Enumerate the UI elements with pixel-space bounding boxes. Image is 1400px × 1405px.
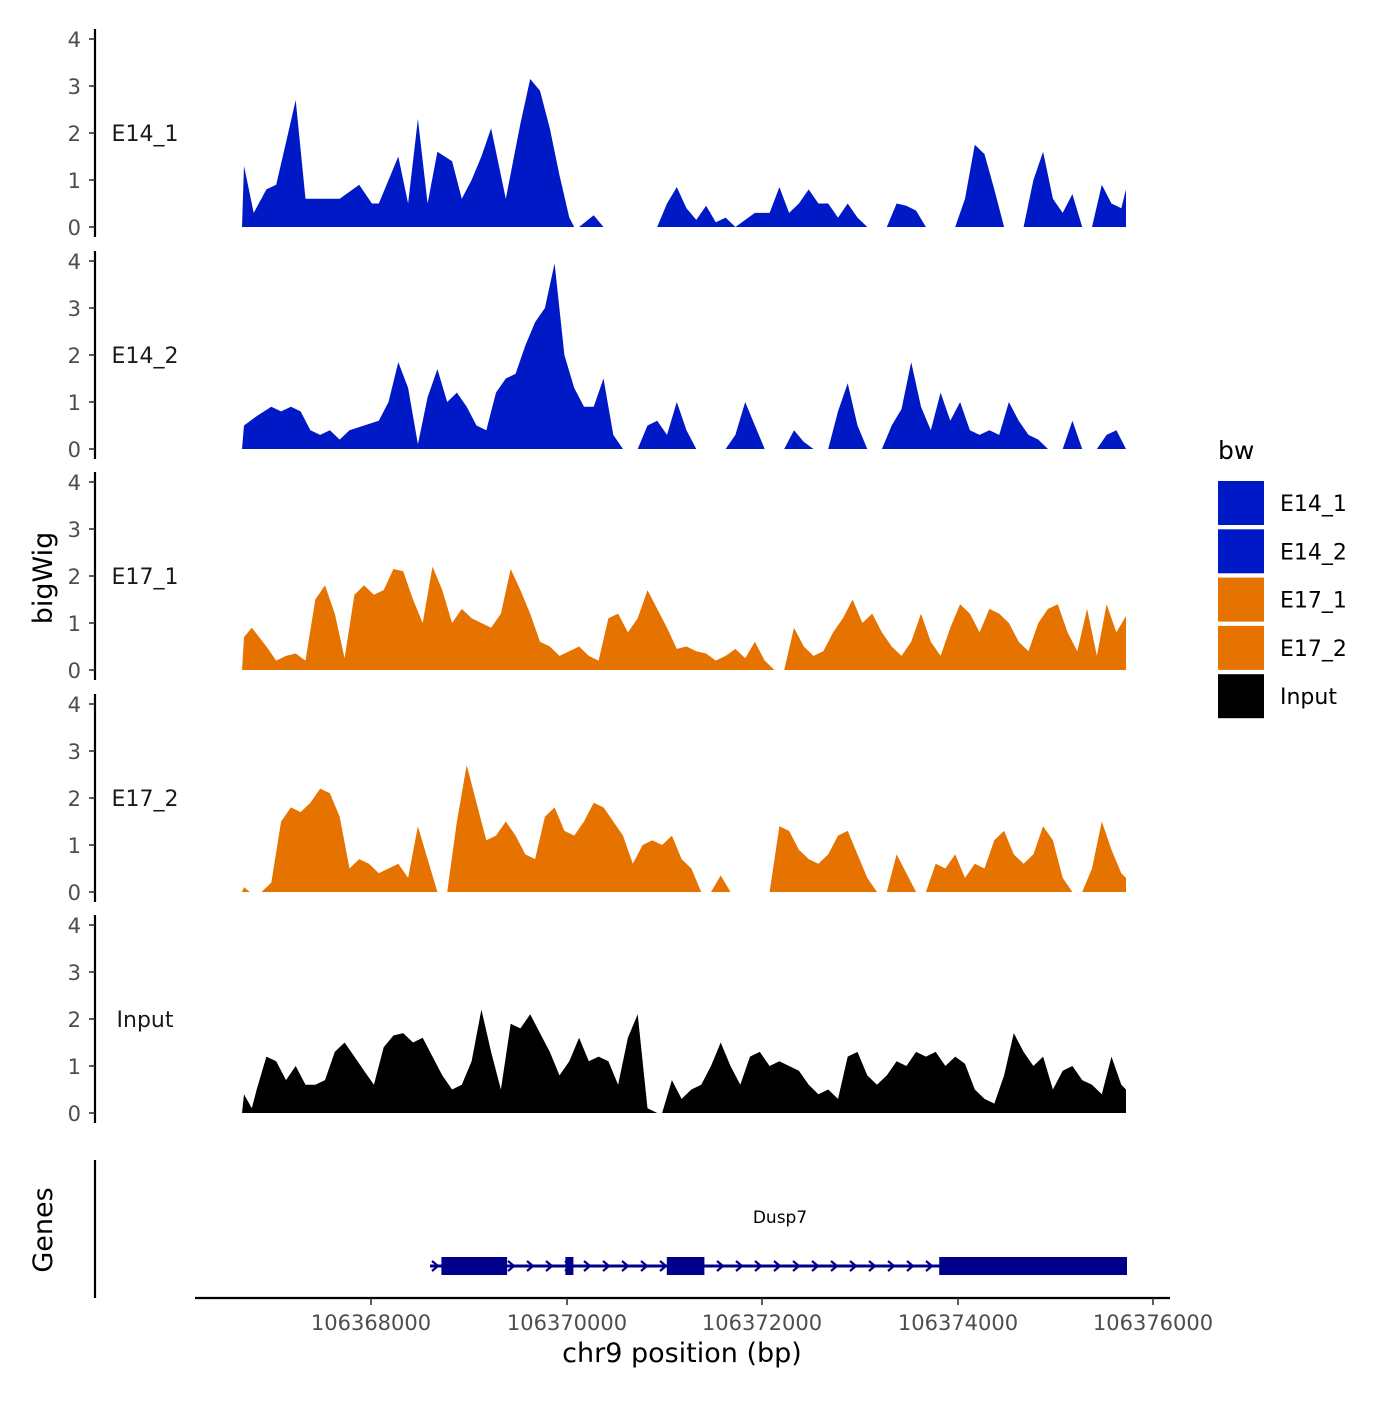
x-tick-label: 106370000 xyxy=(507,1311,627,1335)
y-tick-label: 2 xyxy=(68,787,81,811)
legend-label-E14_2: E14_2 xyxy=(1280,540,1347,565)
y-tick-label: 4 xyxy=(68,471,81,495)
genes-panel: Dusp7 xyxy=(93,1160,1127,1298)
strand-chevron xyxy=(526,1260,535,1272)
legend-swatch-E14_1 xyxy=(1218,481,1264,525)
legend-swatch-E14_2 xyxy=(1218,529,1264,574)
legend-label-E14_1: E14_1 xyxy=(1280,492,1347,517)
x-axis: 106368000 106370000 106372000 106374000 1063… xyxy=(195,1296,1213,1335)
strand-chevron xyxy=(830,1260,839,1272)
y-tick-label: 3 xyxy=(68,740,81,764)
y-tick-label: 4 xyxy=(68,914,81,938)
x-tick-label: 106372000 xyxy=(702,1311,822,1335)
y-axis-title: bigWig xyxy=(28,532,59,625)
y-tick-label: 4 xyxy=(68,28,81,52)
coverage-area-Input xyxy=(242,997,1126,1113)
y-tick-label: 0 xyxy=(68,438,81,462)
track-E14_1: 0 1 2 3 4 E14_1 xyxy=(68,28,1126,240)
track-E17_1: 0 1 2 3 4 E17_1 xyxy=(68,471,1126,683)
strand-chevron xyxy=(868,1260,877,1272)
strand-chevron xyxy=(621,1260,630,1272)
y-tick-label: 2 xyxy=(68,565,81,589)
y-tick-label: 2 xyxy=(68,1008,81,1032)
strand-chevron xyxy=(925,1260,934,1272)
coverage-area-E14_2 xyxy=(242,263,1126,449)
track-label: E14_2 xyxy=(112,344,179,369)
strand-chevron xyxy=(811,1260,820,1272)
y-tick-label: 3 xyxy=(68,297,81,321)
strand-chevron xyxy=(792,1260,801,1272)
x-tick-label: 106368000 xyxy=(311,1311,431,1335)
y-tick-label: 1 xyxy=(68,612,81,636)
track-label: E17_1 xyxy=(112,565,179,590)
track-label: E14_1 xyxy=(112,122,179,147)
y-tick-label: 4 xyxy=(68,250,81,274)
strand-chevron xyxy=(849,1260,858,1272)
coverage-area-E14_1 xyxy=(242,79,1126,227)
x-axis-title: chr9 position (bp) xyxy=(562,1338,802,1369)
strand-chevron xyxy=(431,1260,440,1272)
gene-exon xyxy=(565,1257,574,1275)
y-tick-label: 3 xyxy=(68,75,81,99)
strand-chevron xyxy=(773,1260,782,1272)
y-tick-label: 1 xyxy=(68,391,81,415)
y-tick-label: 3 xyxy=(68,518,81,542)
strand-chevron xyxy=(659,1260,668,1272)
y-tick-label: 3 xyxy=(68,961,81,985)
y-tick-label: 1 xyxy=(68,834,81,858)
strand-chevron xyxy=(507,1260,516,1272)
gene-exon xyxy=(939,1257,1127,1275)
coverage-area-E17_2 xyxy=(242,765,1126,892)
coverage-area-E17_1 xyxy=(242,566,1126,670)
strand-chevron xyxy=(887,1260,896,1272)
legend-title: bw xyxy=(1218,436,1254,465)
y-tick-label: 2 xyxy=(68,122,81,146)
y-tick-label: 1 xyxy=(68,1055,81,1079)
strand-chevron xyxy=(640,1260,649,1272)
track-label: E17_2 xyxy=(112,787,179,812)
strand-chevron xyxy=(583,1260,592,1272)
track-E17_2: 0 1 2 3 4 E17_2 xyxy=(68,693,1126,905)
legend-label-E17_2: E17_2 xyxy=(1280,637,1347,662)
x-tick-label: 106374000 xyxy=(898,1311,1018,1335)
y-tick-label: 1 xyxy=(68,169,81,193)
strand-chevron xyxy=(545,1260,554,1272)
legend-swatch-E17_1 xyxy=(1218,577,1264,622)
legend-swatch-Input xyxy=(1218,674,1264,719)
bigwig-tracks: 0 1 2 3 4 E14_1 0 1 2 3 4 E14_2 0 1 2 3 4 E17_1 0 1 2 3 4 E17_2… xyxy=(68,28,1126,1126)
legend-label-Input: Input xyxy=(1280,685,1337,710)
track-label: Input xyxy=(117,1008,174,1033)
gene-exon xyxy=(666,1257,705,1275)
strand-chevron xyxy=(602,1260,611,1272)
gene-name-label: Dusp7 xyxy=(753,1208,807,1228)
strand-chevron xyxy=(906,1260,915,1272)
legend-label-E17_1: E17_1 xyxy=(1280,589,1347,614)
legend: bw E14_1 E14_2 E17_1 E17_2 Input xyxy=(1218,436,1347,719)
gene-exon xyxy=(441,1257,508,1275)
strand-chevron xyxy=(735,1260,744,1272)
genes-axis-title: Genes xyxy=(28,1187,59,1272)
track-Input: 0 1 2 3 4 Input xyxy=(68,914,1126,1126)
y-tick-label: 2 xyxy=(68,344,81,368)
y-tick-label: 4 xyxy=(68,693,81,717)
x-tick-label: 106376000 xyxy=(1093,1311,1213,1335)
track-E14_2: 0 1 2 3 4 E14_2 xyxy=(68,250,1126,462)
y-tick-label: 0 xyxy=(68,1102,81,1126)
strand-chevron xyxy=(716,1260,725,1272)
strand-chevron xyxy=(754,1260,763,1272)
y-tick-label: 0 xyxy=(68,881,81,905)
y-tick-label: 0 xyxy=(68,216,81,240)
y-tick-label: 0 xyxy=(68,659,81,683)
legend-swatch-E17_2 xyxy=(1218,625,1264,670)
